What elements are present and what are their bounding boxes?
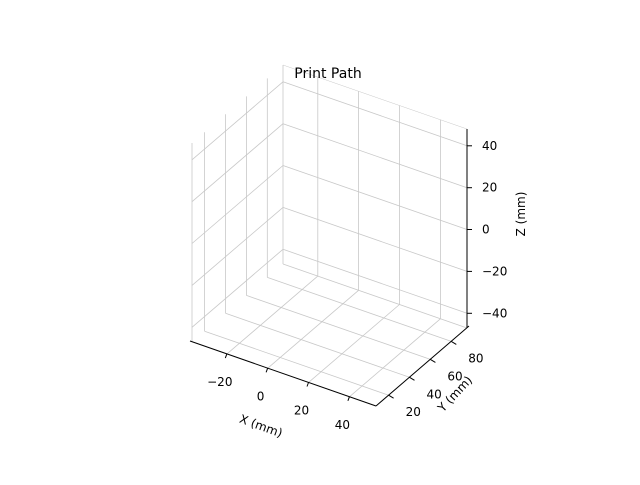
z-gridline-left	[191, 207, 284, 286]
z-tick-label: −40	[482, 306, 507, 320]
pane-edge	[282, 64, 468, 130]
axis-layer: −20 0 20 40 20 40 60 80 −40 −20 0 20 40	[189, 129, 507, 432]
z-gridline-left	[191, 165, 284, 244]
y-tick	[451, 340, 457, 345]
z-gridline-back	[282, 207, 468, 272]
z-tick-label: 0	[482, 223, 490, 237]
x-gridline-floor	[308, 304, 400, 383]
x-tick	[265, 368, 269, 373]
z-tick-label: −20	[482, 264, 507, 278]
y-tick	[430, 358, 436, 363]
y-tick	[409, 376, 415, 381]
y-axis-line	[375, 325, 470, 407]
y-gridline-floor	[267, 277, 452, 342]
x-tick	[347, 396, 350, 401]
x-gridline-floor	[349, 318, 441, 398]
x-gridline-floor	[267, 289, 359, 369]
x-axis-line	[189, 340, 377, 407]
y-gridline-floor	[225, 312, 410, 378]
y-tick-label: 60	[447, 369, 462, 383]
y-tick-label: 20	[406, 405, 421, 419]
z-tick-label: 40	[482, 139, 497, 153]
x-tick	[224, 353, 228, 359]
z-gridline-back	[282, 248, 468, 314]
x-gridline-floor	[226, 275, 319, 355]
z-axis-label: Z (mm)	[514, 192, 528, 237]
z-gridline-left	[191, 248, 284, 328]
y-gridline-floor	[204, 330, 389, 396]
y-tick-label: 40	[427, 387, 442, 401]
y-tick	[388, 394, 394, 399]
x-axis-label: X (mm)	[238, 412, 285, 440]
x-tick-label: 20	[294, 404, 309, 418]
z-gridline-left	[191, 81, 284, 161]
chart-title: Print Path	[294, 66, 361, 82]
z-gridline-back	[282, 123, 468, 189]
z-gridline-back	[282, 81, 468, 147]
z-gridline-back	[282, 165, 468, 230]
grid-layer	[191, 64, 468, 398]
x-tick-label: −20	[207, 375, 232, 389]
x-tick-label: 40	[335, 418, 350, 432]
y-tick-label: 80	[468, 351, 483, 365]
z-tick-label: 20	[482, 181, 497, 195]
x-tick-label: 0	[257, 389, 265, 403]
z-gridline-left	[191, 123, 284, 203]
pane-edge	[282, 263, 468, 329]
y-gridline-floor	[246, 295, 431, 360]
x-tick	[306, 382, 309, 387]
